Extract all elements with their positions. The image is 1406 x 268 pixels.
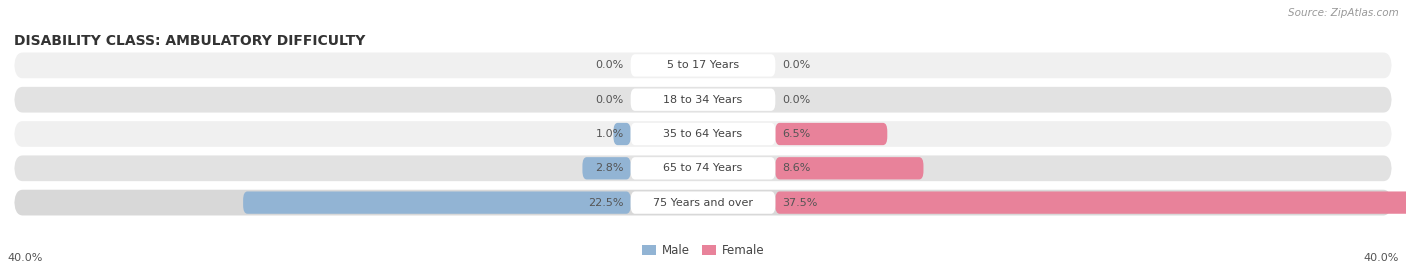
Text: 2.8%: 2.8% (595, 163, 624, 173)
Text: Source: ZipAtlas.com: Source: ZipAtlas.com (1288, 8, 1399, 18)
FancyBboxPatch shape (14, 155, 1392, 181)
Text: 1.0%: 1.0% (596, 129, 624, 139)
Text: 0.0%: 0.0% (782, 60, 810, 70)
Text: 6.5%: 6.5% (782, 129, 810, 139)
FancyBboxPatch shape (613, 123, 631, 145)
Text: 0.0%: 0.0% (596, 95, 624, 105)
Text: 35 to 64 Years: 35 to 64 Years (664, 129, 742, 139)
Text: 0.0%: 0.0% (596, 60, 624, 70)
Text: 0.0%: 0.0% (782, 95, 810, 105)
FancyBboxPatch shape (775, 157, 924, 180)
FancyBboxPatch shape (631, 123, 775, 145)
Text: 75 Years and over: 75 Years and over (652, 198, 754, 208)
FancyBboxPatch shape (14, 190, 1392, 215)
Text: 40.0%: 40.0% (1364, 253, 1399, 263)
FancyBboxPatch shape (582, 157, 631, 180)
FancyBboxPatch shape (631, 191, 775, 214)
Text: 5 to 17 Years: 5 to 17 Years (666, 60, 740, 70)
FancyBboxPatch shape (14, 121, 1392, 147)
FancyBboxPatch shape (631, 54, 775, 77)
Legend: Male, Female: Male, Female (637, 239, 769, 262)
FancyBboxPatch shape (775, 123, 887, 145)
FancyBboxPatch shape (14, 53, 1392, 78)
FancyBboxPatch shape (14, 87, 1392, 113)
Text: 65 to 74 Years: 65 to 74 Years (664, 163, 742, 173)
Text: 22.5%: 22.5% (588, 198, 624, 208)
Text: DISABILITY CLASS: AMBULATORY DIFFICULTY: DISABILITY CLASS: AMBULATORY DIFFICULTY (14, 34, 366, 48)
Text: 40.0%: 40.0% (7, 253, 42, 263)
FancyBboxPatch shape (243, 191, 631, 214)
FancyBboxPatch shape (631, 88, 775, 111)
Text: 18 to 34 Years: 18 to 34 Years (664, 95, 742, 105)
FancyBboxPatch shape (631, 157, 775, 180)
Text: 37.5%: 37.5% (782, 198, 818, 208)
Text: 8.6%: 8.6% (782, 163, 811, 173)
FancyBboxPatch shape (775, 191, 1406, 214)
